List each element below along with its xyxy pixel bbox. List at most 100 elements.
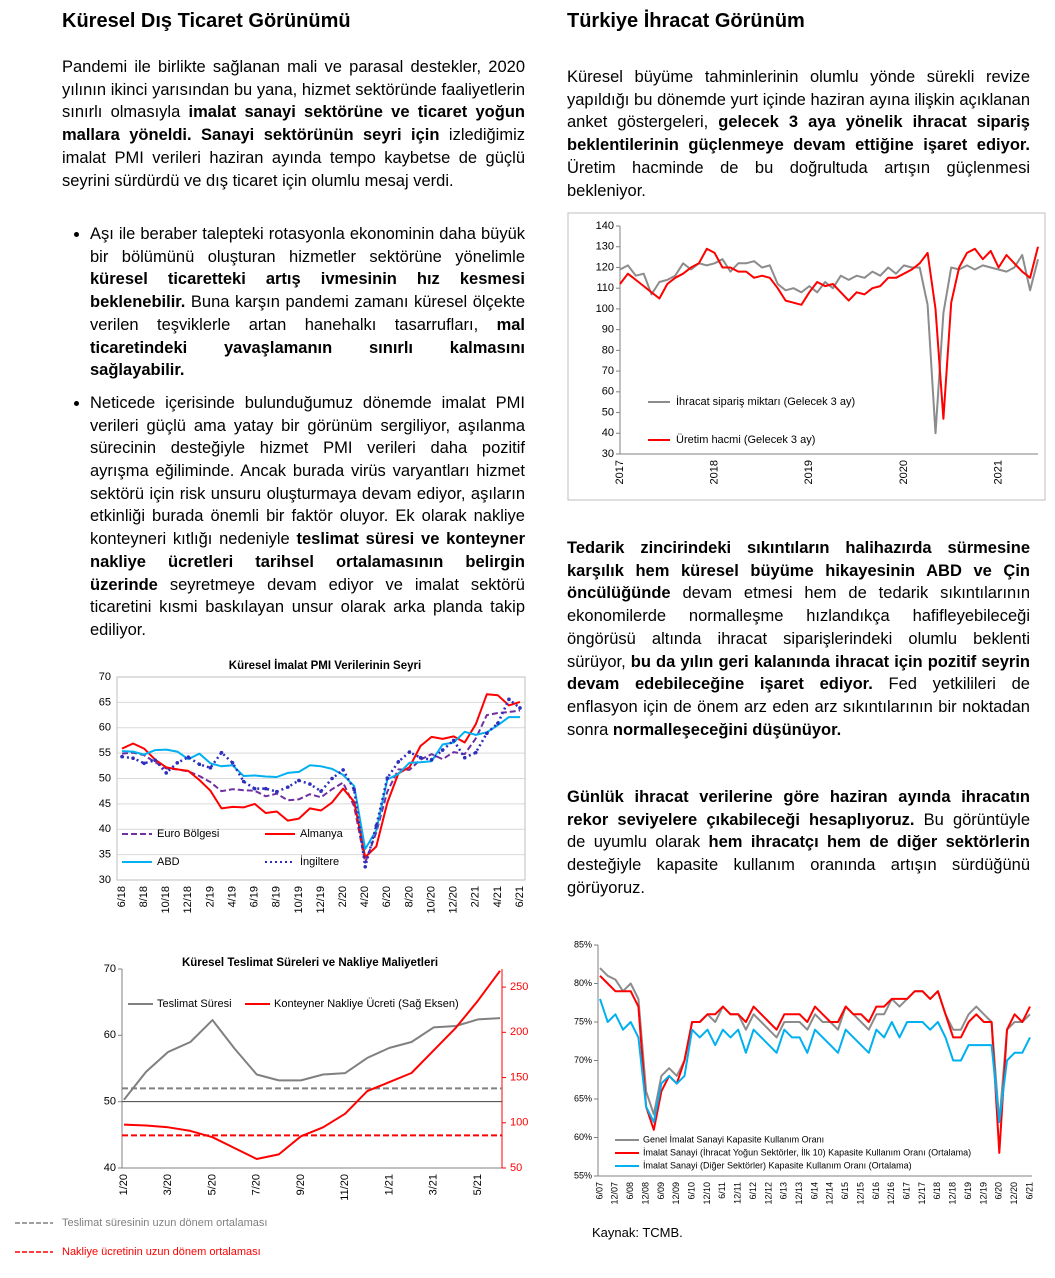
text: Küresel büyüme tahminlerinin olumlu yönd… <box>567 68 1030 132</box>
x-tick-label: 6/08 <box>625 1182 635 1200</box>
legend-label: Teslimat süresinin uzun dönem ortalaması <box>62 1217 267 1229</box>
series-marker <box>473 750 478 755</box>
x-tick-label: 6/11 <box>717 1182 727 1199</box>
legend-label: Üretim hacmi (Gelecek 3 ay) <box>676 434 815 446</box>
x-tick-label: 11/20 <box>339 1174 351 1201</box>
y-tick-label: 100 <box>596 303 614 315</box>
series-marker <box>429 757 434 762</box>
x-tick-label: 6/18 <box>932 1182 942 1200</box>
x-tick-label: 2020 <box>898 460 910 484</box>
x-tick-label: 4/20 <box>359 886 371 907</box>
bold-text: Tedarik zincirindeki sıkıntıların haliha… <box>567 539 1030 603</box>
x-tick-label: 6/21 <box>1024 1182 1034 1200</box>
left-bullets: Aşı ile beraber talepteki rotasyonla eko… <box>62 223 525 652</box>
text: izlediğimiz imalat PMI verileri haziran … <box>62 126 525 190</box>
y-tick-label: 35 <box>99 849 111 861</box>
x-tick-label: 6/07 <box>594 1182 604 1200</box>
y-tick-label: 55 <box>99 747 111 759</box>
x-tick-label: 2/19 <box>204 886 216 907</box>
legend-label: ABD <box>157 856 180 868</box>
series-marker <box>286 785 290 789</box>
series-marker <box>319 789 323 793</box>
x-tick-label: 8/18 <box>138 886 150 907</box>
source: Kaynak: TCMB. <box>592 1225 683 1240</box>
x-tick-label: 6/18 <box>116 886 128 907</box>
x-tick-label: 12/20 <box>448 886 460 914</box>
series-marker <box>341 768 345 772</box>
bold-text: imalat sanayi sektörüne ve ticaret yoğun… <box>62 103 525 145</box>
x-tick-label: 2/21 <box>470 886 482 907</box>
series-marker <box>219 750 224 755</box>
x-tick-label: 12/09 <box>671 1182 681 1205</box>
series-line <box>599 975 1031 1154</box>
x-tick-label: 6/10 <box>687 1182 697 1200</box>
legend-label: İngiltere <box>300 855 339 868</box>
x-tick-label: 2018 <box>709 460 721 484</box>
legend-label: Genel İmalat Sanayi Kapasite Kullanım Or… <box>643 1134 824 1144</box>
text: Buna karşın pandemi zamanı küresel ölçek… <box>90 293 525 334</box>
x-tick-label: 2019 <box>803 460 815 484</box>
y-tick-label: 50 <box>104 1096 116 1108</box>
bold-text: teslimat süresi ve konteyner nakliye ücr… <box>90 530 526 594</box>
series-marker <box>518 706 522 710</box>
x-tick-label: 4/19 <box>226 886 238 907</box>
legend-label: Teslimat Süresi <box>157 998 232 1010</box>
series-marker <box>440 748 445 752</box>
series-marker <box>385 776 390 780</box>
x-tick-label: 12/10 <box>702 1182 712 1205</box>
series-marker <box>197 762 202 767</box>
x-tick-label: 10/19 <box>293 886 305 914</box>
y-tick-label: 50 <box>602 406 614 418</box>
y-tick-label: 70 <box>99 671 111 683</box>
x-tick-label: 6/13 <box>779 1182 789 1200</box>
legend-label: Almanya <box>300 828 344 840</box>
text: seyretmeye devam ediyor ve imalat sektör… <box>90 575 525 639</box>
series-line <box>599 998 1031 1124</box>
bullet: Neticede içerisinde bulunduğumuz dönemde… <box>90 392 525 642</box>
series-line <box>599 967 1031 1124</box>
y2-tick-label: 150 <box>510 1071 528 1083</box>
x-tick-label: 12/18 <box>182 886 194 914</box>
series-marker <box>418 755 423 760</box>
y2-tick-label: 250 <box>510 981 528 993</box>
x-tick-label: 7/20 <box>251 1174 263 1195</box>
series-marker <box>142 761 146 766</box>
bold-text: mal ticaretindeki yavaşlamanın sınırlı k… <box>90 315 525 380</box>
text: desteğiyle kapasite kullanım oranında ar… <box>567 856 1030 897</box>
y-tick-label: 40 <box>104 1162 116 1174</box>
text: Neticede içerisinde bulunduğumuz dönemde… <box>90 393 525 549</box>
y-tick-label: 30 <box>602 448 614 460</box>
plot-frame <box>116 676 526 881</box>
series-line <box>121 709 521 864</box>
chart-frame <box>567 212 1046 501</box>
y-tick-label: 75% <box>574 1016 592 1026</box>
x-tick-label: 6/20 <box>994 1182 1004 1200</box>
y-tick-label: 110 <box>596 282 614 294</box>
series-marker <box>462 755 467 760</box>
right-paragraph: Küresel büyüme tahminlerinin olumlu yönd… <box>567 66 1030 202</box>
series-marker <box>153 758 157 763</box>
y2-tick-label: 200 <box>510 1026 528 1038</box>
text: Bu görüntüyle de uyumlu olarak <box>567 810 1030 852</box>
series-marker <box>208 766 213 770</box>
y-tick-label: 90 <box>602 324 614 336</box>
y-tick-label: 130 <box>596 241 614 253</box>
x-tick-label: 3/21 <box>428 1174 440 1195</box>
y-tick-label: 40 <box>602 427 614 439</box>
left-paragraph: Pandemi ile birlikte sağlanan mali ve pa… <box>62 56 525 192</box>
y-tick-label: 70 <box>602 365 614 377</box>
series-marker <box>263 786 268 791</box>
x-tick-label: 10/18 <box>160 886 172 914</box>
x-tick-label: 6/17 <box>902 1182 912 1200</box>
x-tick-label: 6/15 <box>840 1182 850 1200</box>
series-marker <box>186 755 191 759</box>
x-tick-label: 6/16 <box>871 1182 881 1200</box>
legend-label: Konteyner Nakliye Ücreti (Sağ Eksen) <box>274 998 459 1010</box>
y-tick-label: 45 <box>99 798 111 810</box>
y-tick-label: 80% <box>574 978 592 988</box>
y-tick-label: 120 <box>596 261 614 273</box>
series-marker <box>396 759 401 764</box>
left-title: Küresel Dış Ticaret Görünümü <box>62 10 351 32</box>
